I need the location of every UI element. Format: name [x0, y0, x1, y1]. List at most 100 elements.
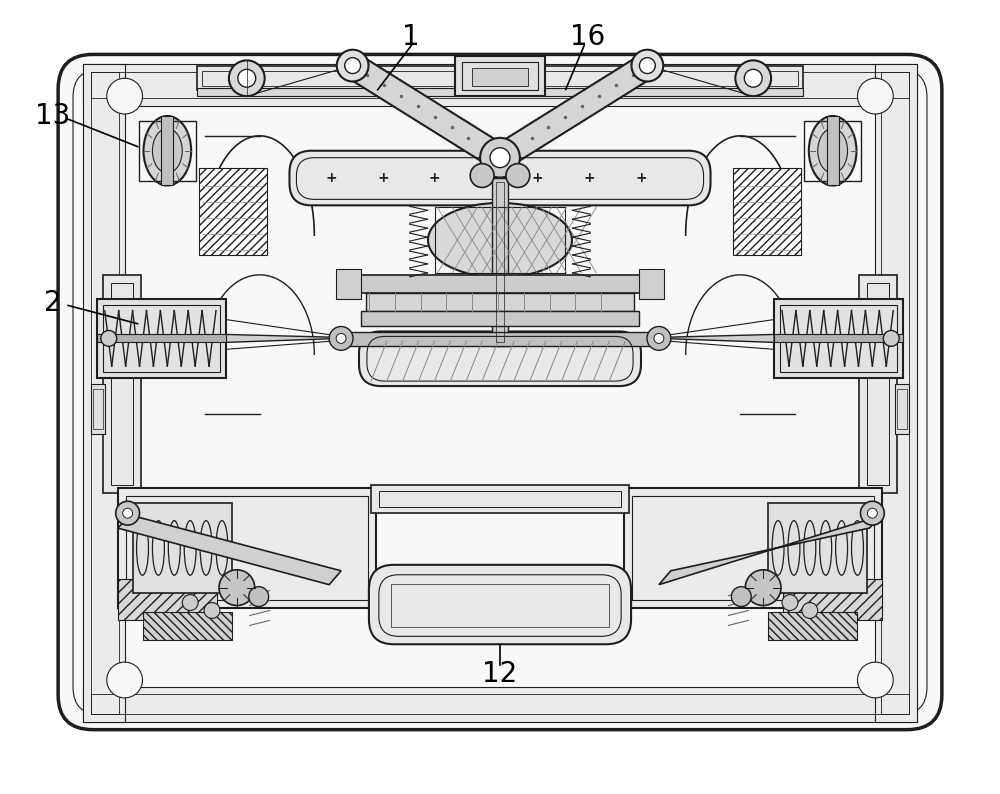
Bar [83, 64, 125, 722]
Polygon shape [659, 334, 774, 342]
Circle shape [182, 595, 198, 611]
Circle shape [744, 69, 762, 87]
Circle shape [654, 333, 664, 343]
Circle shape [249, 587, 269, 607]
Text: +: + [377, 171, 389, 184]
Bar [118, 579, 217, 620]
Text: +: + [429, 171, 440, 184]
Circle shape [219, 570, 255, 606]
Bar [492, 178, 508, 346]
Circle shape [735, 60, 771, 96]
Polygon shape [493, 55, 654, 168]
Bar [91, 694, 909, 714]
Bar [768, 503, 867, 592]
Bar [161, 116, 173, 186]
Bar [91, 384, 105, 434]
FancyBboxPatch shape [58, 55, 942, 730]
Circle shape [867, 508, 877, 518]
Bar [496, 182, 504, 342]
Text: +: + [532, 171, 544, 184]
Bar [624, 488, 882, 607]
Circle shape [883, 330, 899, 346]
Circle shape [238, 69, 256, 87]
Text: +: + [480, 171, 492, 184]
Bar [336, 269, 361, 299]
Ellipse shape [818, 129, 848, 173]
Circle shape [857, 79, 893, 114]
Bar [103, 305, 220, 372]
Bar [462, 63, 538, 91]
Bar [202, 71, 798, 87]
Text: +: + [635, 171, 647, 184]
Bar [859, 275, 897, 493]
Bar [97, 334, 226, 342]
Bar [867, 283, 889, 485]
Circle shape [631, 50, 663, 82]
Circle shape [480, 138, 520, 178]
Ellipse shape [144, 116, 191, 186]
Text: 12: 12 [482, 660, 518, 688]
Bar [768, 612, 857, 640]
Ellipse shape [428, 203, 572, 277]
Ellipse shape [809, 116, 856, 186]
Bar [780, 305, 897, 372]
Circle shape [860, 501, 884, 525]
Bar [349, 333, 651, 346]
Bar [366, 293, 634, 310]
Bar [472, 68, 528, 87]
Circle shape [639, 58, 655, 74]
Circle shape [107, 662, 143, 698]
Bar [103, 275, 141, 493]
Text: +: + [325, 171, 337, 184]
Circle shape [123, 508, 133, 518]
Bar [804, 121, 861, 180]
Circle shape [647, 326, 671, 350]
Text: 2: 2 [44, 289, 62, 317]
Polygon shape [659, 515, 882, 584]
Circle shape [490, 148, 510, 168]
Bar [361, 310, 639, 326]
Bar [639, 269, 664, 299]
Bar [143, 612, 232, 640]
Bar [133, 503, 232, 592]
Circle shape [329, 326, 353, 350]
Circle shape [506, 164, 530, 187]
Ellipse shape [152, 129, 182, 173]
Text: 16: 16 [570, 22, 605, 51]
Circle shape [229, 60, 265, 96]
FancyBboxPatch shape [289, 151, 711, 206]
Bar [774, 299, 903, 378]
Bar [455, 56, 545, 96]
Bar [379, 491, 621, 507]
Circle shape [204, 603, 220, 619]
Circle shape [116, 501, 140, 525]
Bar [356, 275, 644, 293]
Bar [435, 207, 565, 273]
Bar [83, 64, 917, 106]
Circle shape [337, 50, 369, 82]
Polygon shape [118, 515, 341, 584]
Circle shape [802, 603, 818, 619]
Bar [111, 283, 133, 485]
Bar [783, 579, 882, 620]
Bar [881, 72, 909, 714]
Text: 13: 13 [35, 102, 71, 130]
Bar [391, 584, 609, 627]
Bar [93, 389, 103, 429]
Bar [199, 168, 267, 255]
Bar [97, 299, 226, 378]
Bar [83, 687, 917, 722]
Circle shape [731, 587, 751, 607]
Bar [895, 384, 909, 434]
Bar [139, 121, 196, 180]
Bar [827, 116, 839, 186]
Bar [897, 389, 907, 429]
Circle shape [101, 330, 117, 346]
Bar [371, 485, 629, 513]
Polygon shape [346, 55, 507, 168]
Bar [118, 488, 376, 607]
Text: +: + [584, 171, 595, 184]
Bar [91, 72, 909, 98]
Circle shape [470, 164, 494, 187]
FancyBboxPatch shape [369, 565, 631, 644]
